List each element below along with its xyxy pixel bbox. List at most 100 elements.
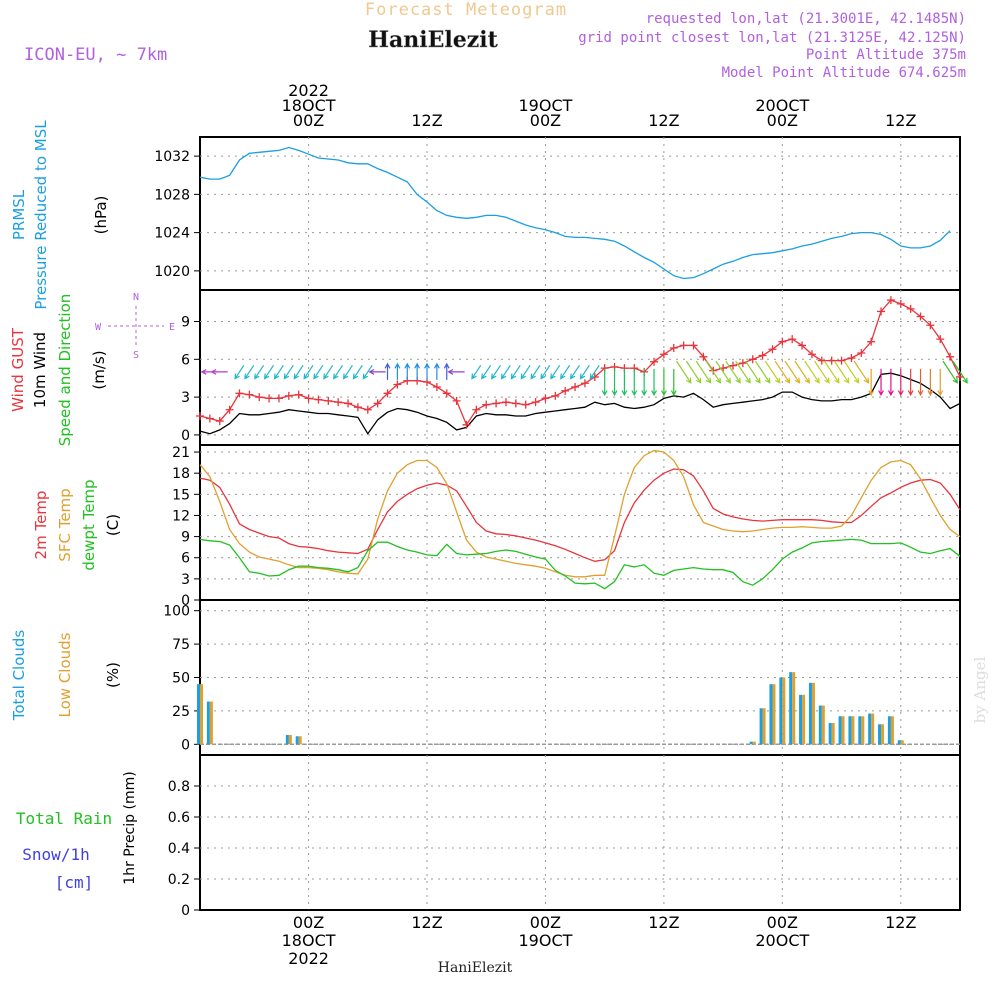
bottom-time-label: 18OCT — [282, 931, 336, 950]
gust-marker — [225, 405, 234, 414]
total-cloud-bar — [887, 716, 891, 745]
wind-arrow — [774, 360, 791, 384]
wind-arrow — [510, 364, 521, 380]
wind-arrow — [569, 364, 580, 380]
wind-arrow — [725, 360, 741, 384]
total-cloud-bar — [897, 740, 901, 745]
total-cloud-bar — [838, 716, 842, 745]
gust-marker — [926, 321, 935, 330]
ytick-label-3-0: 0 — [181, 737, 190, 753]
total-cloud-bar — [799, 694, 803, 745]
wind-arrow — [952, 360, 968, 384]
top-time-label: 2022 — [288, 81, 329, 100]
ytick-label-4-0.8: 0.8 — [168, 779, 190, 795]
wind-arrow — [530, 364, 541, 380]
wind-label-2: Speed and Direction — [56, 294, 74, 447]
low-cloud-bar — [288, 734, 292, 745]
wind-arrow — [293, 364, 304, 380]
ytick-label-1-9: 9 — [181, 315, 190, 331]
wind-arrow — [868, 368, 875, 397]
wind-arrow — [794, 360, 810, 384]
model-name: ICON-EU, ~ 7km — [24, 45, 167, 65]
wind-arrow — [210, 368, 228, 375]
wind-arrow — [323, 364, 334, 380]
low-cloud-bar — [802, 694, 806, 745]
wind-label-0: Wind GUST — [9, 327, 27, 412]
low-cloud-bar — [209, 701, 213, 745]
gust-marker — [886, 296, 895, 305]
wind-arrow — [705, 360, 722, 384]
ytick-label-0-1028: 1028 — [154, 187, 190, 203]
wind-arrow — [804, 360, 820, 384]
wind-arrow — [394, 362, 401, 380]
wind-arrow — [764, 360, 781, 384]
wind-arrow — [745, 360, 761, 384]
wind-arrow — [927, 368, 934, 397]
gust-marker — [650, 357, 659, 366]
wind-arrow — [843, 360, 860, 384]
ytick-label-3-75: 75 — [172, 637, 190, 653]
total-cloud-bar — [206, 701, 210, 745]
ytick-label-2-12: 12 — [172, 508, 190, 524]
gust-marker — [294, 390, 303, 399]
total-cloud-bar — [789, 672, 793, 745]
gust-marker — [659, 350, 668, 359]
wind-arrow — [670, 368, 677, 397]
gust-marker — [255, 393, 264, 402]
temp-label-0: 2m Temp — [32, 491, 50, 560]
wind-arrow — [937, 368, 944, 397]
gust-marker — [196, 412, 204, 421]
wind-arrow — [601, 368, 608, 397]
wind-arrow — [833, 360, 850, 384]
low-cloud-bar — [782, 677, 786, 745]
wind-arrow — [520, 364, 531, 380]
gust-marker — [580, 379, 589, 388]
top-time-label: 00Z — [530, 111, 561, 130]
wind-arrow — [560, 364, 571, 380]
plot-layer: 1020102410281032036903691215182102550751… — [9, 81, 968, 968]
requested-coords: requested lon,lat (21.3001E, 42.1485N) — [646, 11, 966, 27]
wind-arrow — [942, 360, 958, 384]
wind-arrow — [754, 360, 771, 384]
total-cloud-bar — [808, 682, 812, 745]
wind-arrow — [887, 368, 894, 397]
panel-frame-4 — [199, 754, 961, 911]
wind-label-1: 10m Wind — [31, 332, 49, 408]
temp-label-2: dewpt Temp — [80, 479, 98, 570]
wind-arrow — [283, 364, 294, 380]
bottom-time-label: 2022 — [288, 949, 329, 968]
wind-arrow — [660, 368, 667, 397]
ytick-label-3-50: 50 — [172, 671, 190, 687]
wind-arrow — [641, 368, 648, 397]
low-cloud-bar — [841, 716, 845, 745]
temp-label-3: (C) — [104, 514, 122, 536]
bottom-time-label: 00Z — [530, 913, 561, 932]
low-cloud-bar — [881, 724, 885, 745]
gust-marker — [916, 312, 925, 321]
gust-marker — [284, 391, 293, 400]
ytick-label-0-1020: 1020 — [154, 264, 190, 280]
wind-arrow — [303, 364, 314, 380]
bottom-time-label: 00Z — [293, 913, 324, 932]
ytick-label-2-9: 9 — [181, 530, 190, 546]
precip-axis-label: 1hr Precip (mm) — [122, 771, 138, 884]
wind-arrow — [424, 362, 430, 380]
ytick-label-3-100: 100 — [163, 604, 190, 620]
watermark: by Angel — [971, 656, 989, 723]
sfc-temp-line — [199, 449, 961, 578]
wind-arrow — [500, 364, 511, 380]
compass-legend: N S E W — [95, 292, 175, 361]
wind-speed-line — [199, 372, 961, 435]
low-cloud-bar — [900, 740, 904, 745]
low-cloud-bar — [831, 722, 835, 745]
gust-marker — [265, 394, 274, 403]
gust-marker — [709, 366, 718, 375]
gust-marker — [492, 399, 501, 408]
cloud-label-0: Total Clouds — [10, 630, 28, 722]
model-point-altitude: Model Point Altitude 674.625m — [722, 65, 966, 81]
ytick-label-1-6: 6 — [181, 352, 190, 368]
gust-marker — [235, 389, 244, 398]
gust-marker — [738, 359, 747, 368]
total-cloud-bar — [828, 722, 832, 745]
gust-marker — [679, 341, 688, 350]
